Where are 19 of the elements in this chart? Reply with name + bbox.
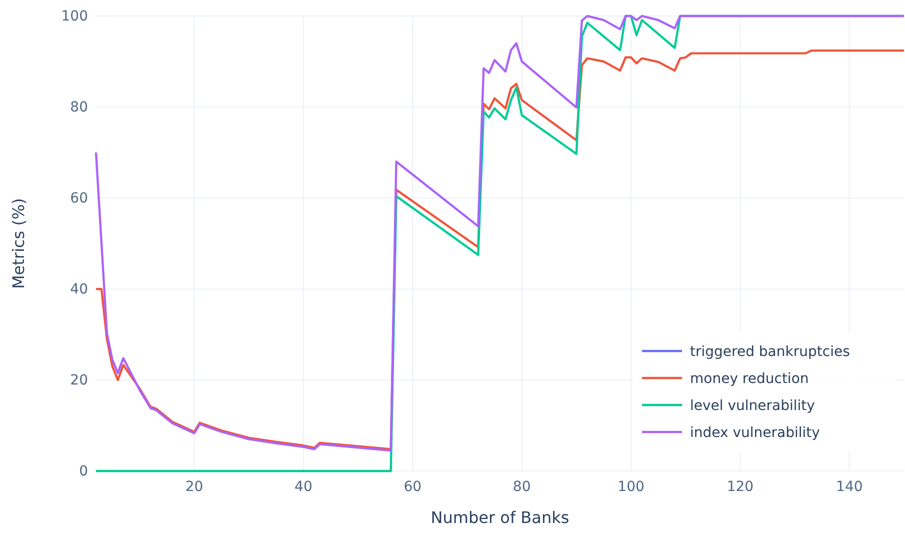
y-tick-label: 80 [70, 99, 88, 116]
legend-label: index vulnerability [690, 425, 820, 441]
y-tick-label: 40 [70, 281, 88, 298]
y-tick-label: 0 [79, 463, 88, 480]
y-tick-label: 100 [61, 8, 88, 24]
y-axis-title: Metrics (%) [9, 198, 28, 289]
x-tick-label: 120 [726, 478, 754, 495]
legend-label: level vulnerability [690, 398, 815, 414]
y-tick-label: 60 [70, 190, 88, 206]
x-tick-label: 20 [185, 478, 204, 495]
x-tick-label: 40 [294, 478, 312, 495]
x-tick-label: 100 [618, 478, 644, 495]
x-axis-title: Number of Banks [430, 508, 570, 527]
x-tick-label: 140 [836, 478, 863, 495]
y-tick-label: 20 [70, 372, 88, 388]
x-tick-label: 60 [404, 478, 422, 495]
x-tick-label: 80 [512, 478, 531, 495]
legend-label: money reduction [690, 371, 809, 387]
legend-label: triggered bankruptcies [690, 344, 850, 360]
